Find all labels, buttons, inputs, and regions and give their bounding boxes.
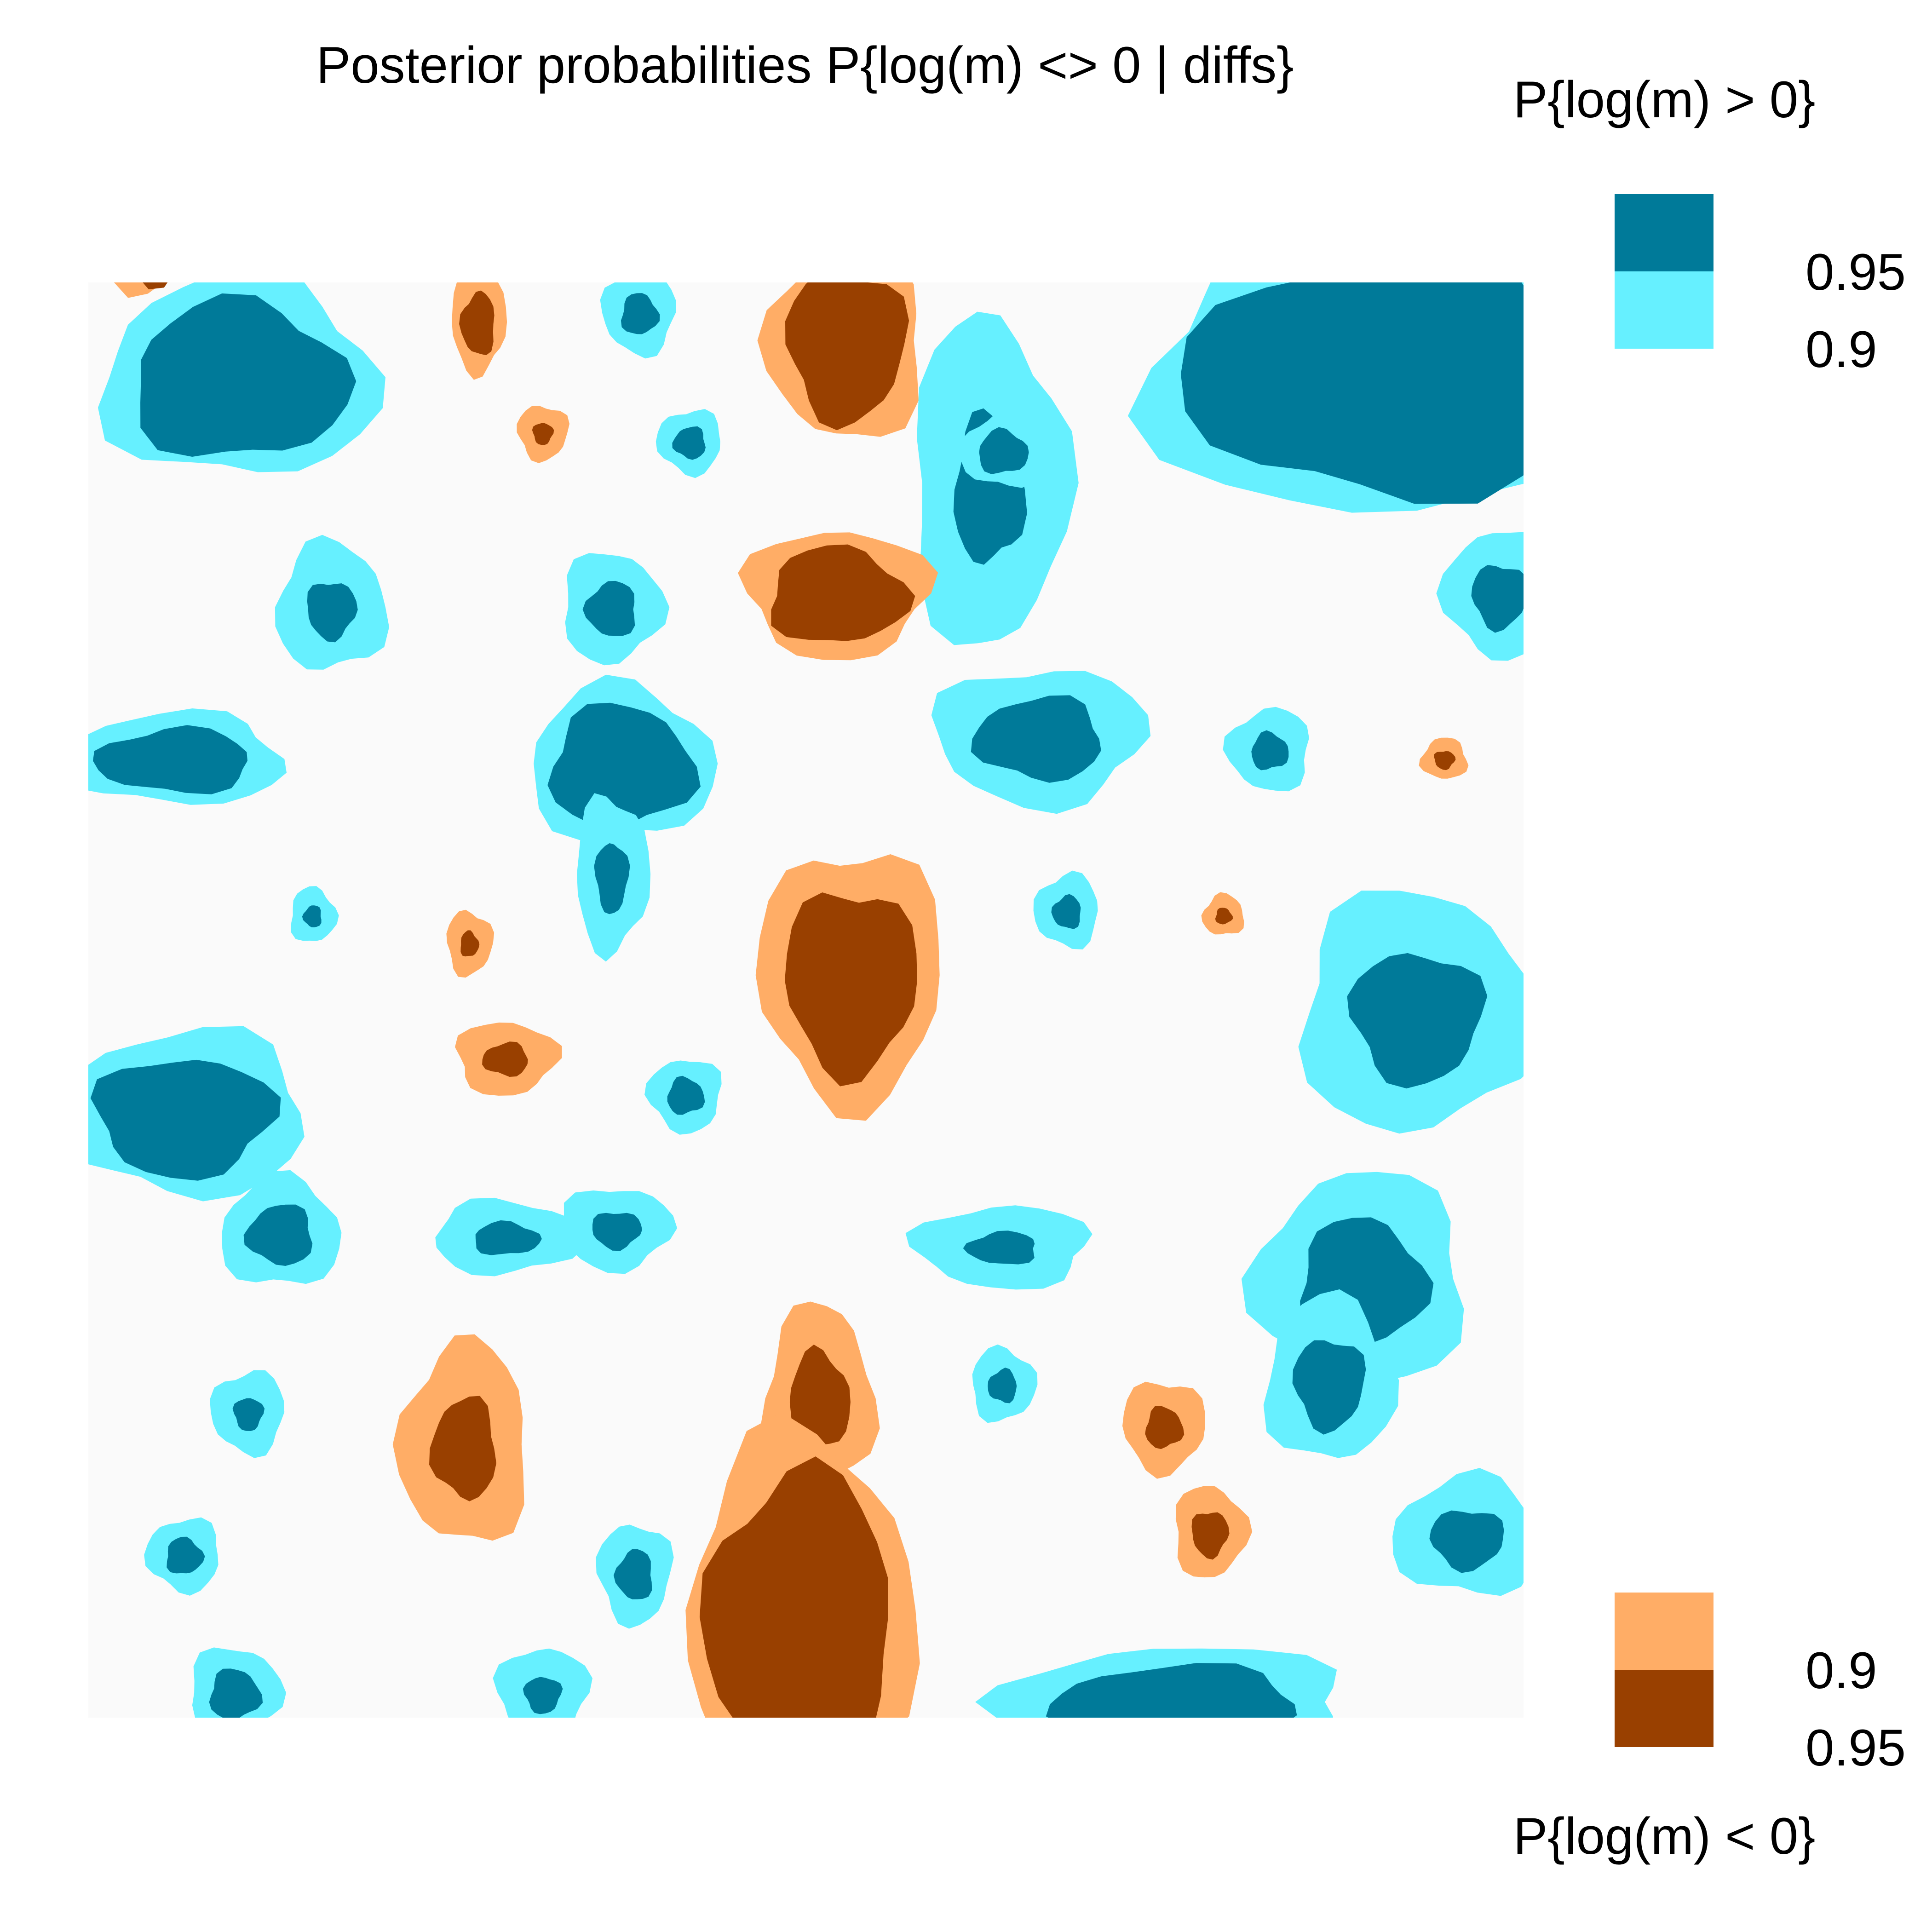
negative-region-0.95: [429, 1396, 496, 1501]
negative-region-0.95: [143, 282, 168, 289]
positive-region-0.95: [667, 1075, 705, 1115]
positive-region-0.95: [475, 1220, 542, 1255]
chart-title: Posterior probabilities P{log(m) <> 0 | …: [316, 36, 1294, 94]
negative-region-0.95: [482, 1041, 528, 1077]
legend-lower-key-label-0.9: 0.9: [1806, 1642, 1877, 1699]
negative-region-0.95: [532, 423, 554, 445]
positive-region-0.95: [963, 1230, 1035, 1265]
positive-region-0.95: [1429, 1510, 1504, 1573]
positive-region-0.95: [93, 725, 247, 794]
negative-region-0.95: [699, 1456, 888, 1718]
negative-region-0.95: [1191, 1512, 1230, 1560]
negative-region-0.95: [785, 892, 917, 1087]
positive-region-0.95: [1051, 894, 1081, 929]
positive-region-0.95: [307, 583, 358, 643]
positive-region-0.95: [592, 1213, 642, 1251]
positive-region-0.95: [988, 1368, 1017, 1403]
positive-region-0.95: [90, 1059, 281, 1181]
positive-region-0.95: [582, 581, 635, 636]
positive-region-0.95: [1471, 565, 1524, 633]
positive-region-0.95: [209, 1668, 263, 1718]
legend-upper-key-0.9: [1615, 271, 1714, 349]
positive-region-0.95: [547, 702, 701, 828]
positive-region-0.95: [302, 905, 322, 927]
legend-upper-key-label-0.9: 0.9: [1806, 321, 1877, 378]
positive-region-0.95: [594, 843, 630, 914]
positive-region-0.95: [1181, 282, 1524, 504]
legend-lower-key-0.95: [1615, 1670, 1714, 1747]
negative-region-0.95: [459, 290, 494, 356]
legend-upper-keys: 0.95 0.9: [1615, 194, 1906, 378]
legend: P{log(m) > 0} 0.95 0.9 0.9 0.95 P{log(m) <…: [1513, 71, 1906, 1865]
legend-upper-key-label-0.95: 0.95: [1806, 243, 1906, 301]
legend-upper-key-0.95: [1615, 194, 1714, 271]
positive-region-0.95: [1347, 953, 1488, 1089]
legend-lower-keys: 0.9 0.95: [1615, 1593, 1906, 1777]
negative-region-0.95: [771, 544, 915, 641]
plot-area: [88, 282, 1524, 1718]
positive-region-0.95: [523, 1677, 563, 1714]
negative-region-0.95: [785, 282, 909, 431]
legend-lower-title: P{log(m) < 0}: [1513, 1807, 1816, 1865]
negative-region-0.95: [789, 1345, 851, 1454]
positive-region-0.95: [971, 695, 1101, 783]
positive-region-0.95: [243, 1204, 313, 1266]
positive-region-0.95: [232, 1398, 265, 1431]
negative-region-0.95: [1434, 751, 1456, 770]
negative-region-0.95: [1145, 1406, 1184, 1449]
probability-regions: [88, 282, 1524, 1718]
legend-upper-title: P{log(m) > 0}: [1513, 71, 1816, 128]
negative-region-0.95: [1215, 908, 1233, 925]
positive-region-0.95: [140, 293, 356, 457]
positive-region-0.95: [167, 1536, 205, 1574]
negative-region-0.9: [114, 282, 164, 298]
positive-region-0.95: [979, 427, 1029, 474]
positive-region-0.95: [613, 1549, 652, 1599]
positive-region-0.95: [1292, 1340, 1366, 1435]
legend-lower-key-label-0.95: 0.95: [1806, 1719, 1906, 1777]
positive-region-0.95: [1251, 730, 1289, 770]
positive-region-0.95: [621, 293, 660, 334]
positive-region-0.95: [1046, 1663, 1297, 1718]
positive-region-0.95: [672, 426, 706, 460]
legend-lower-key-0.9: [1615, 1593, 1714, 1670]
negative-region-0.95: [460, 930, 480, 957]
